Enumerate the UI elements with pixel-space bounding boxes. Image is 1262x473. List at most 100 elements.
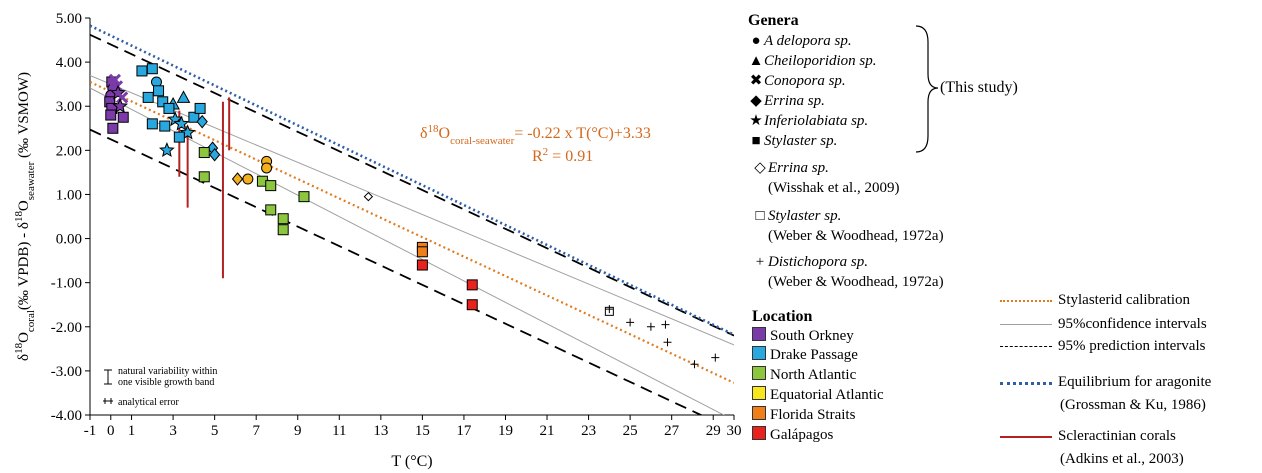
legend-lit-distichopora: + Distichopora sp. [755, 254, 869, 270]
x-tick-label: 17 [456, 423, 472, 439]
data-point-square [157, 96, 169, 108]
r2-part: = 0.91 [548, 148, 593, 165]
legend-lit-distichopora-ref: (Weber & Woodhead, 1972a) [768, 274, 944, 290]
r2-part: 2 [543, 146, 549, 158]
this-study-label: (This study) [940, 79, 1018, 96]
legend-line-calibration [1000, 300, 1052, 302]
data-point-square [416, 259, 428, 271]
y-label-part: coral [25, 310, 37, 332]
r-squared-label: R2 = 0.91 [532, 146, 593, 165]
natural-variability-symbol [104, 369, 112, 385]
legend-genus-adelopora: ● A delopora sp. [751, 33, 852, 49]
y-tick-label: 0.00 [56, 232, 82, 248]
legend-genus-inferiolabiata: ★Inferiolabiata sp. [749, 113, 869, 129]
legend-genera-title: Genera [748, 12, 799, 29]
swatch-drake-passage [752, 346, 766, 360]
equation-part: O [439, 125, 451, 142]
legend-ref-equilibrium: (Grossman & Ku, 1986) [1060, 397, 1206, 413]
legend-ref-scleractinian: (Adkins et al., 2003) [1060, 451, 1184, 467]
data-point-square [117, 111, 129, 123]
swatch-galapagos [752, 426, 766, 440]
y-label-part: O [16, 200, 32, 211]
y-tick-label: 2.00 [56, 143, 82, 159]
r2-part: R [532, 148, 543, 165]
legend-lit-stylaster: □ Stylaster sp. [755, 208, 842, 224]
natural-variability-label: natural variability within one visible gr… [118, 366, 217, 388]
analytical-error-symbol [103, 398, 113, 404]
data-point-square [163, 102, 175, 114]
x-tick-label: 11 [332, 423, 346, 439]
data-point-square [265, 204, 277, 216]
lit-distichopora-point [663, 338, 672, 347]
line-pi_upper [90, 33, 734, 337]
y-label-part: 18 [13, 211, 25, 223]
data-point-star [158, 141, 175, 158]
y-tick-label: -4.00 [51, 408, 82, 424]
natural-variability-line2: one visible growth band [118, 377, 214, 388]
legend-lit-errina-ref: (Wisshak et al., 2009) [768, 180, 900, 196]
line-calibration [90, 80, 734, 384]
data-point-square [298, 191, 310, 203]
data-point-cross [110, 80, 124, 93]
legend-genus-cheiloporidion: ▲Cheiloporidion sp. [748, 53, 877, 69]
line-pi_lower [90, 128, 704, 415]
x-tick-label: 23 [581, 423, 596, 439]
swatch-north-atlantic [752, 366, 766, 380]
legend-line-scleractinian [1000, 436, 1052, 438]
legend-lit-errina: ◇ Errina sp. [754, 160, 829, 176]
legend-label-prediction: 95% prediction intervals [1058, 338, 1206, 354]
legend-genus-conopora: ✖ Conopora sp. [749, 73, 846, 89]
legend-location-title: Location [752, 308, 813, 325]
lit-distichopora-point [661, 320, 670, 329]
y-tick-label: 5.00 [56, 11, 82, 27]
legend-line-prediction [1000, 346, 1052, 347]
legend-location-florida-straits: Florida Straits [752, 406, 855, 424]
x-tick-label: 3 [169, 423, 177, 439]
data-point-square [107, 122, 119, 134]
data-point-square [188, 111, 200, 123]
legend-label-scleractinian: Scleractinian corals [1058, 428, 1176, 444]
data-point-circle [261, 162, 273, 174]
data-point-square [105, 109, 117, 121]
data-point-diamond [196, 114, 208, 129]
data-point-square [146, 118, 158, 130]
equation-part: δ [420, 125, 428, 142]
natural-variability-line1: natural variability within [118, 366, 217, 377]
legend-location-north-atlantic: North Atlantic [752, 366, 856, 384]
data-point-square [198, 147, 210, 159]
legend-lit-stylaster-ref: (Weber & Woodhead, 1972a) [768, 228, 944, 244]
swatch-florida-straits [752, 406, 766, 420]
equation-part: 18 [428, 123, 440, 135]
lit-distichopora-point [711, 353, 720, 362]
data-point-square [173, 131, 185, 143]
equation-part: = -0.22 x T(°C)+3.33 [514, 125, 651, 142]
data-point-square [277, 224, 289, 236]
data-point-square [153, 85, 165, 97]
lit-errina-point [363, 191, 374, 202]
y-tick-label: 1.00 [56, 187, 82, 203]
data-point-diamond [208, 147, 221, 162]
legend-location-equatorial-atlantic: Equatorial Atlantic [752, 386, 884, 404]
y-label-part: O [16, 332, 32, 343]
analytical-error-label: analytical error [118, 397, 179, 408]
data-point-square [136, 65, 148, 77]
y-axis-label: δ18Ocoral(‰ VPDB) - δ18Oseawater (‰ VSMO… [13, 72, 37, 361]
data-point-square [146, 63, 158, 75]
data-point-square [466, 299, 478, 311]
lit-distichopora-point [605, 305, 614, 314]
x-axis-label: T (°C) [391, 453, 432, 470]
y-tick-label: 4.00 [56, 55, 82, 71]
x-tick-label: -1 [84, 423, 97, 439]
x-tick-label: 25 [623, 423, 638, 439]
x-tick-label: 29 [706, 423, 721, 439]
legend-label-confidence: 95%confidence intervals [1058, 316, 1207, 332]
legend-label-equilibrium: Equilibrium for aragonite [1058, 374, 1212, 390]
data-point-square [194, 102, 206, 114]
x-tick-label: 21 [540, 423, 555, 439]
legend-genus-errina: ◆ Errina sp. [750, 93, 825, 109]
y-tick-label: 3.00 [56, 99, 82, 115]
data-point-square [159, 120, 171, 132]
data-point-circle [242, 173, 254, 185]
data-point-triangle [176, 90, 191, 103]
